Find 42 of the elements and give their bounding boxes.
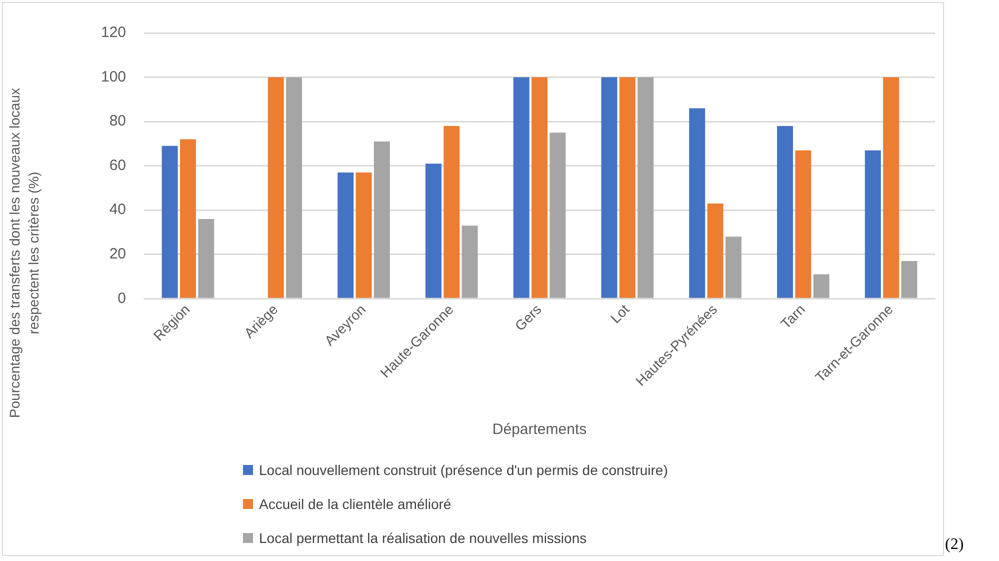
y-axis-title: Pourcentage des transferts dont les nouveaux locaux respectent les critères (%) [6, 88, 42, 418]
bar [689, 108, 706, 298]
bar [513, 77, 530, 298]
legend-label: Accueil de la clientèle amélioré [259, 496, 452, 512]
bar [180, 139, 196, 298]
y-tick-label: 100 [100, 68, 126, 86]
y-tick-label: 80 [109, 112, 126, 130]
bar [532, 77, 548, 298]
bar [707, 203, 724, 298]
bar [268, 77, 284, 298]
bar [777, 126, 793, 298]
y-tick-label: 120 [100, 24, 126, 42]
bar [864, 150, 881, 298]
x-axis-title: Départements [492, 421, 587, 438]
x-tick-label: Lot [607, 301, 632, 326]
bar [338, 172, 354, 298]
y-tick-label: 60 [109, 156, 126, 174]
bar [356, 172, 372, 298]
bar [883, 77, 900, 298]
bar [550, 132, 566, 298]
bar [162, 146, 178, 298]
x-tick-label: Tarn [777, 301, 808, 332]
bar [601, 77, 618, 298]
bar [619, 77, 636, 298]
y-tick-label: 20 [109, 246, 126, 263]
bar [444, 126, 460, 298]
y-tick-label: 0 [118, 290, 126, 307]
legend-label: Local nouvellement construit (présence d'un permis de construire) [259, 462, 668, 478]
bar [374, 141, 390, 298]
x-tick-label: Gers [512, 301, 544, 334]
bar [725, 236, 742, 298]
bar [425, 164, 442, 298]
bar [795, 150, 812, 298]
bar [901, 261, 918, 298]
bar [813, 274, 830, 298]
bar [638, 77, 654, 298]
bar [462, 226, 478, 298]
bar [198, 218, 214, 298]
text: (2) [945, 536, 964, 554]
legend-label: Local permettant la réalisation de nouvelles missions [259, 530, 587, 546]
bar [286, 77, 302, 298]
y-tick-label: 40 [109, 201, 126, 218]
